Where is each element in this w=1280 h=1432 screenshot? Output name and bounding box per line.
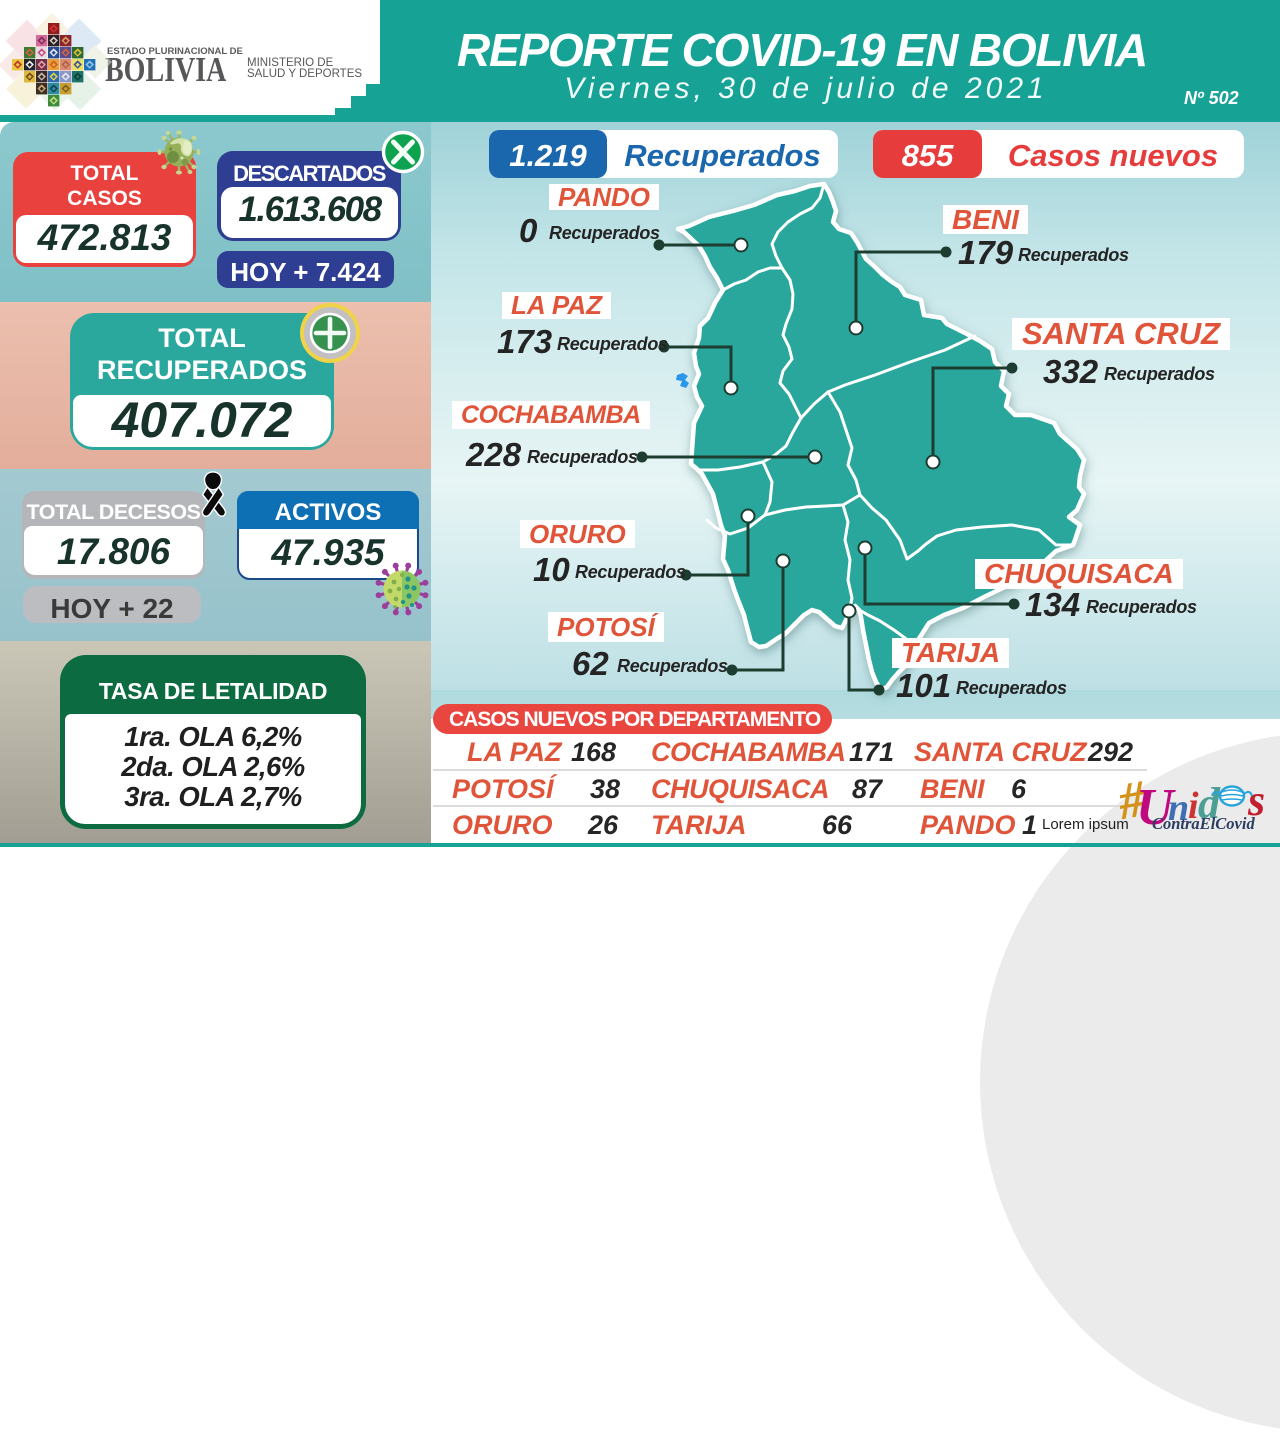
svg-text:i: i [1188, 785, 1199, 827]
svg-text:ContraElCovid: ContraElCovid [1152, 814, 1255, 833]
svg-text:U: U [1136, 779, 1176, 836]
svg-text:s: s [1247, 776, 1265, 825]
svg-text:n: n [1168, 787, 1189, 829]
